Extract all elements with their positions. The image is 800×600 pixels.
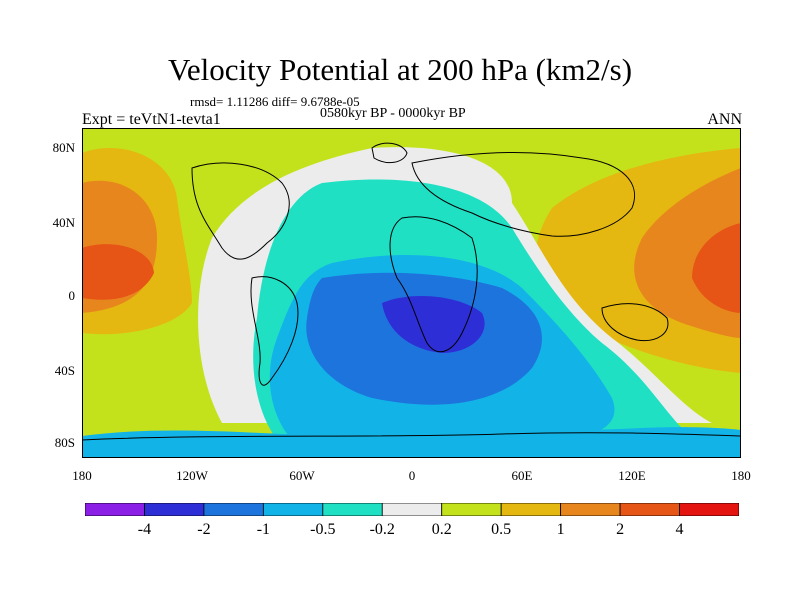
colorbar-box bbox=[144, 503, 205, 516]
rmsd-diff-stats: rmsd= 1.11286 diff= 9.6788e-05 bbox=[190, 94, 360, 109]
colorbar-tick-label: 4 bbox=[675, 521, 684, 538]
colorbar-box bbox=[322, 503, 383, 516]
experiment-label: Expt = teVtN1-tevta1 bbox=[82, 111, 221, 128]
lon-label-120e: 120E bbox=[618, 468, 646, 483]
colorbar-tick-label: 0.2 bbox=[431, 521, 452, 538]
colorbar-tick-label: -2 bbox=[197, 521, 211, 538]
lat-label-40s: 40S bbox=[54, 363, 75, 378]
lat-label-0: 0 bbox=[68, 288, 76, 303]
lat-label-80n: 80N bbox=[52, 140, 75, 155]
map-title: Velocity Potential at 200 hPa (km2/s) bbox=[167, 52, 633, 87]
time-period: 0580kyr BP - 0000kyr BP bbox=[320, 106, 466, 121]
lon-label-180w: 180 bbox=[72, 468, 92, 483]
colorbar-tick-label: -4 bbox=[137, 521, 152, 538]
lon-label-180e: 180 bbox=[731, 468, 751, 483]
colorbar-box bbox=[203, 503, 264, 516]
lat-label-80s: 80S bbox=[54, 435, 75, 450]
lon-label-60e: 60E bbox=[511, 468, 533, 483]
colorbar-tick-label: 1 bbox=[556, 521, 565, 538]
colorbar-box bbox=[262, 503, 324, 516]
colorbar-box bbox=[85, 503, 145, 516]
colorbar-tick-label: -0.5 bbox=[310, 521, 336, 538]
colorbar-tick-label: -0.2 bbox=[369, 521, 395, 538]
colorbar-box bbox=[619, 503, 680, 516]
map-panel bbox=[82, 128, 741, 458]
colorbar-box bbox=[560, 503, 621, 516]
colorbar bbox=[85, 503, 739, 516]
map-border bbox=[82, 128, 741, 458]
contour-fill-layer bbox=[82, 128, 741, 458]
lon-label-60w: 60W bbox=[289, 468, 315, 483]
lon-label-0: 0 bbox=[408, 468, 416, 483]
colorbar-box bbox=[441, 503, 502, 516]
season-label: ANN bbox=[707, 111, 742, 128]
lon-label-120w: 120W bbox=[176, 468, 208, 483]
colorbar-tick-label: 2 bbox=[616, 521, 625, 538]
colorbar-box bbox=[381, 503, 443, 516]
coastline-outlines bbox=[82, 142, 741, 441]
colorbar-tick-label: 0.5 bbox=[491, 521, 512, 538]
colorbar-tick-label: -1 bbox=[256, 521, 271, 538]
colorbar-box bbox=[500, 503, 562, 516]
lat-label-40n: 40N bbox=[52, 215, 75, 230]
colorbar-box bbox=[679, 503, 739, 516]
